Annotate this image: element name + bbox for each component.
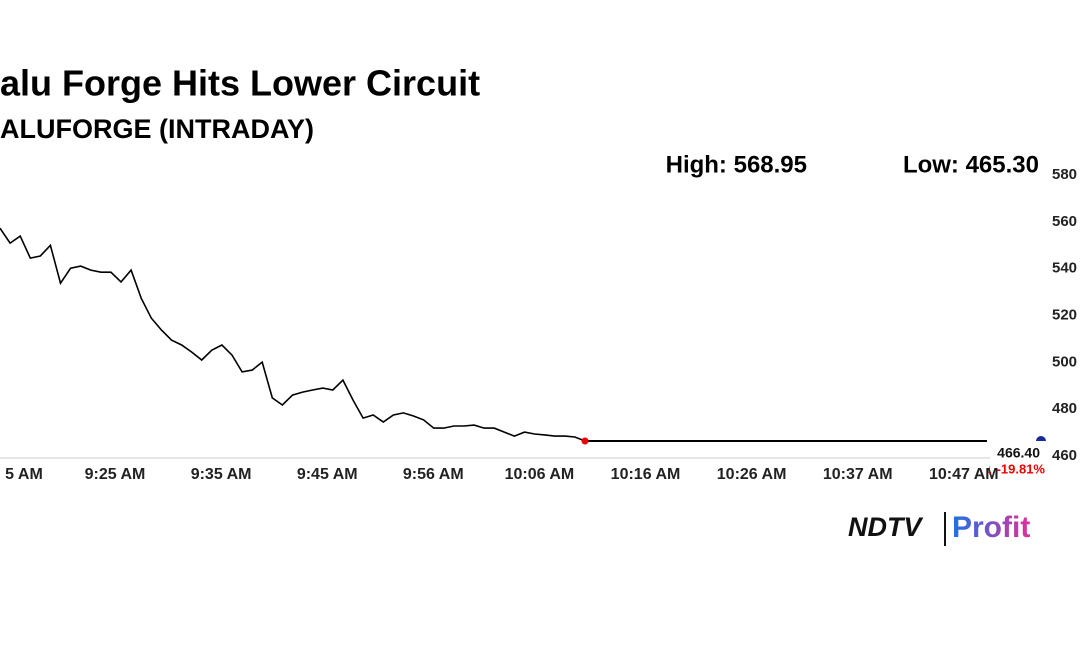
y-tick-label: 460 <box>1052 447 1077 464</box>
x-tick-label: 9:56 AM <box>403 466 464 483</box>
last-value-label: 466.40 <box>997 445 1040 461</box>
y-tick-label: 520 <box>1052 306 1077 323</box>
x-tick-label: 10:47 AM <box>929 466 999 483</box>
price-line <box>0 227 586 442</box>
x-tick-label: 9:45 AM <box>297 466 358 483</box>
y-tick-label: 560 <box>1052 213 1077 230</box>
x-tick-label: 10:16 AM <box>611 466 681 483</box>
end-marker <box>1036 436 1046 442</box>
high-label: High: 568.95 <box>666 151 807 178</box>
x-tick-label: 10:06 AM <box>505 466 575 483</box>
chart-title: alu Forge Hits Lower Circuit <box>0 63 480 104</box>
brand-sub: Profit <box>952 511 1030 544</box>
y-tick-label: 480 <box>1052 400 1077 417</box>
x-tick-label: 5 AM <box>5 466 43 483</box>
y-tick-label: 580 <box>1052 166 1077 183</box>
chart-subtitle: ALUFORGE (INTRADAY) <box>0 114 314 144</box>
x-tick-label: 10:26 AM <box>717 466 787 483</box>
change-label: ↓ -19.81% <box>986 461 1045 476</box>
low-label: Low: 465.30 <box>903 151 1039 178</box>
y-tick-label: 540 <box>1052 260 1077 277</box>
value-box <box>1000 444 1050 480</box>
x-tick-label: 9:25 AM <box>85 466 146 483</box>
x-tick-label: 9:35 AM <box>191 466 252 483</box>
last-point <box>581 437 589 445</box>
brand-logo: NDTV <box>848 512 923 542</box>
y-tick-label: 500 <box>1052 353 1077 370</box>
x-tick-label: 10:37 AM <box>823 466 893 483</box>
